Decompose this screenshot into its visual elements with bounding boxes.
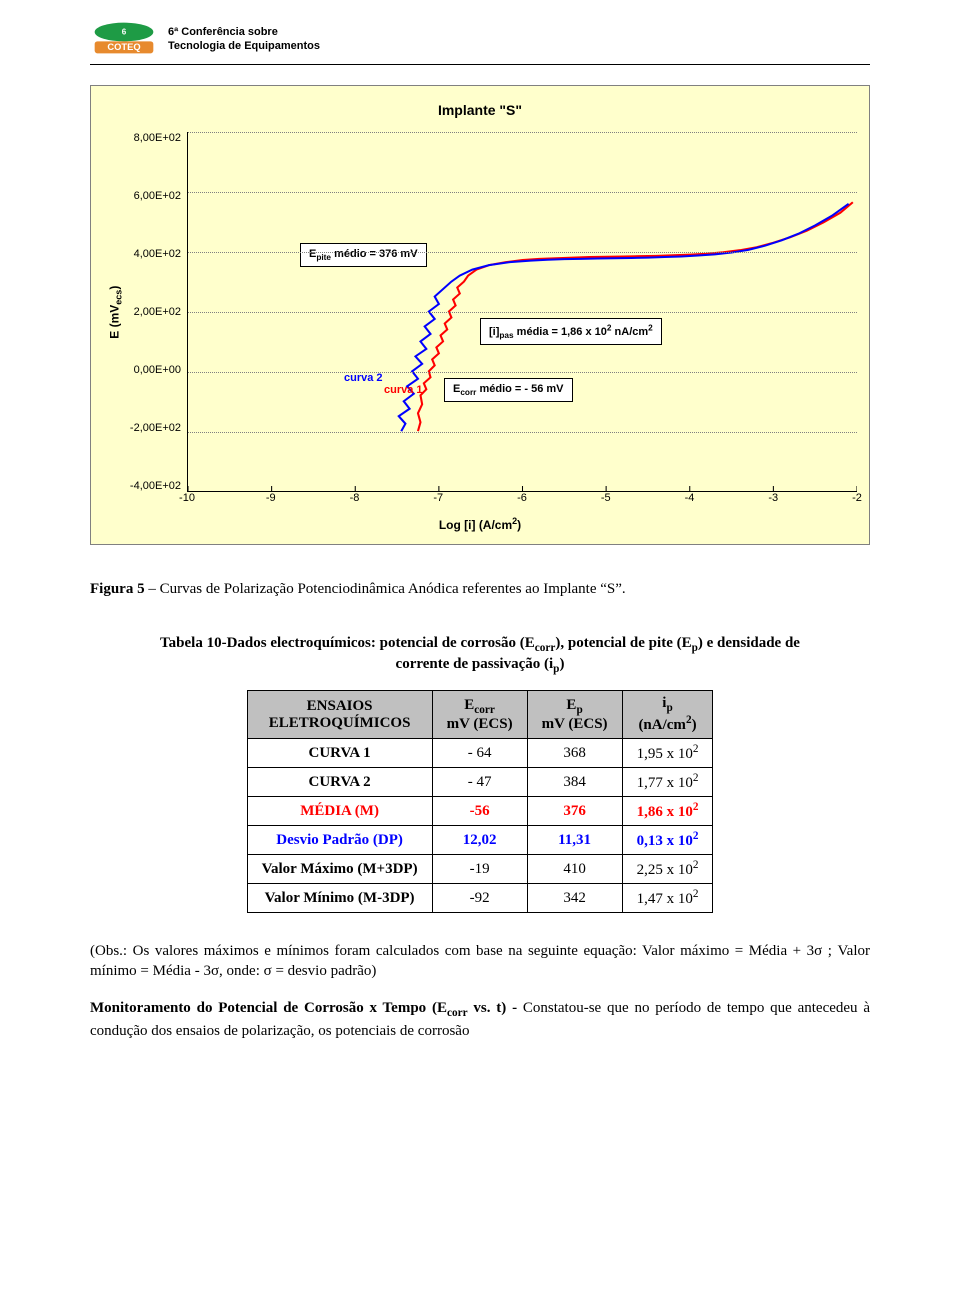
curva2-label: curva 2 xyxy=(344,372,383,384)
xtick-label: -4 xyxy=(685,492,695,504)
page-header: COTEQ 6 6ª Conferência sobre Tecnologia … xyxy=(90,20,870,60)
cell-ecorr: -56 xyxy=(432,797,527,826)
ytick-label: 0,00E+00 xyxy=(129,364,181,376)
cell-ecorr: -92 xyxy=(432,884,527,913)
row-label: Valor Máximo (M+3DP) xyxy=(247,855,432,884)
cell-ep: 342 xyxy=(527,884,622,913)
cell-ip: 1,47 x 102 xyxy=(622,884,713,913)
xtick-label: -8 xyxy=(350,492,360,504)
svg-text:6: 6 xyxy=(122,28,127,37)
gridline xyxy=(188,252,857,253)
col-ecorr: EcorrmV (ECS) xyxy=(432,691,527,739)
ytick-label: -4,00E+02 xyxy=(129,480,181,492)
table-caption: Tabela 10-Dados electroquímicos: potenci… xyxy=(160,634,800,676)
table-header-row: ENSAIOSELETROQUÍMICOS EcorrmV (ECS) EpmV… xyxy=(247,691,713,739)
chart-xlabel: Log [i] (A/cm2) xyxy=(103,516,857,532)
cell-ecorr: -19 xyxy=(432,855,527,884)
cell-ep: 11,31 xyxy=(527,826,622,855)
row-label: Valor Mínimo (M-3DP) xyxy=(247,884,432,913)
ytick-label: 2,00E+02 xyxy=(129,306,181,318)
gridline xyxy=(188,432,857,433)
xtick-label: -6 xyxy=(517,492,527,504)
row-label: Desvio Padrão (DP) xyxy=(247,826,432,855)
electrochem-table: ENSAIOSELETROQUÍMICOS EcorrmV (ECS) EpmV… xyxy=(247,690,714,913)
xtick-label: -9 xyxy=(266,492,276,504)
chart-ylabel: E (mVecs) xyxy=(108,285,124,338)
obs-paragraph: (Obs.: Os valores máximos e mínimos fora… xyxy=(90,941,870,982)
curva1-label: curva 1 xyxy=(384,384,423,396)
chart-yticks: 8,00E+02 6,00E+02 4,00E+02 2,00E+02 0,00E+00… xyxy=(129,132,187,492)
figure-caption: Figura 5 – Curvas de Polarização Potenci… xyxy=(90,581,870,598)
xtick-label: -10 xyxy=(179,492,195,504)
logo-text: COTEQ xyxy=(107,42,140,52)
ytick-label: 6,00E+02 xyxy=(129,190,181,202)
cell-ep: 368 xyxy=(527,739,622,768)
polarization-chart: Implante "S" E (mVecs) 8,00E+02 6,00E+02 4… xyxy=(90,85,870,545)
gridline xyxy=(188,132,857,133)
row-label: CURVA 2 xyxy=(247,768,432,797)
ytick-label: 8,00E+02 xyxy=(129,132,181,144)
row-label: MÉDIA (M) xyxy=(247,797,432,826)
header-line1: 6ª Conferência sobre xyxy=(168,26,320,40)
xtick-label: -7 xyxy=(433,492,443,504)
table-row: CURVA 1- 643681,95 x 102 xyxy=(247,739,713,768)
monitoring-paragraph: Monitoramento do Potencial de Corrosão x… xyxy=(90,998,870,1041)
epite-annotation: Epite médio = 376 mV xyxy=(300,243,427,267)
gridline xyxy=(188,192,857,193)
cell-ip: 1,77 x 102 xyxy=(622,768,713,797)
table-row: CURVA 2- 473841,77 x 102 xyxy=(247,768,713,797)
xtick-label: -5 xyxy=(601,492,611,504)
header-line2: Tecnologia de Equipamentos xyxy=(168,40,320,54)
cell-ep: 376 xyxy=(527,797,622,826)
ipas-annotation: [i]pas média = 1,86 x 102 nA/cm2 xyxy=(480,318,662,345)
ecorr-annotation: Ecorr médio = - 56 mV xyxy=(444,378,573,402)
xtick-label: -3 xyxy=(768,492,778,504)
chart-xticks: -10-9-8-7-6-5-4-3-2 xyxy=(187,492,857,510)
xtick-label: -2 xyxy=(852,492,862,504)
chart-title: Implante "S" xyxy=(103,102,857,118)
table-row: MÉDIA (M)-563761,86 x 102 xyxy=(247,797,713,826)
col-ensaios: ENSAIOSELETROQUÍMICOS xyxy=(247,691,432,739)
col-ip: ip(nA/cm2) xyxy=(622,691,713,739)
table-row: Desvio Padrão (DP)12,0211,310,13 x 102 xyxy=(247,826,713,855)
cell-ip: 2,25 x 102 xyxy=(622,855,713,884)
figure-caption-text: – Curvas de Polarização Potenciodinâmica… xyxy=(145,581,626,597)
cell-ip: 1,95 x 102 xyxy=(622,739,713,768)
ytick-label: 4,00E+02 xyxy=(129,248,181,260)
cell-ecorr: - 64 xyxy=(432,739,527,768)
ytick-label: -2,00E+02 xyxy=(129,422,181,434)
cell-ep: 384 xyxy=(527,768,622,797)
gridline xyxy=(188,372,857,373)
cell-ip: 0,13 x 102 xyxy=(622,826,713,855)
gridline xyxy=(188,312,857,313)
coteq-logo: COTEQ 6 xyxy=(90,20,158,60)
col-ep: EpmV (ECS) xyxy=(527,691,622,739)
chart-plot-area: Epite médio = 376 mV [i]pas média = 1,86… xyxy=(187,132,857,492)
row-label: CURVA 1 xyxy=(247,739,432,768)
figure-caption-prefix: Figura 5 xyxy=(90,581,145,597)
table-row: Valor Mínimo (M-3DP)-923421,47 x 102 xyxy=(247,884,713,913)
cell-ip: 1,86 x 102 xyxy=(622,797,713,826)
table-row: Valor Máximo (M+3DP)-194102,25 x 102 xyxy=(247,855,713,884)
conference-title: 6ª Conferência sobre Tecnologia de Equip… xyxy=(168,26,320,54)
cell-ep: 410 xyxy=(527,855,622,884)
cell-ecorr: 12,02 xyxy=(432,826,527,855)
cell-ecorr: - 47 xyxy=(432,768,527,797)
header-rule xyxy=(90,64,870,65)
